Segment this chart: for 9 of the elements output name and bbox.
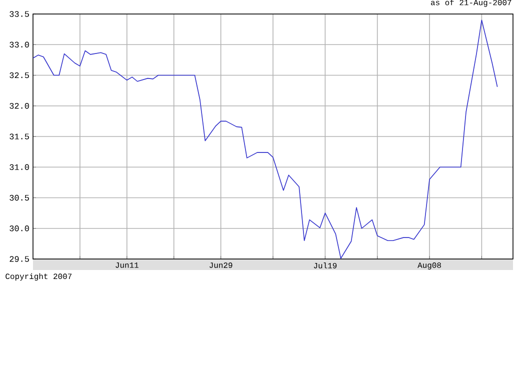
- y-tick-label: 32.0: [10, 102, 29, 109]
- y-tick-label: 33.5: [10, 11, 29, 17]
- y-tick-label: 32.5: [10, 72, 29, 78]
- y-tick-label: 29.5: [10, 256, 29, 262]
- y-tick-label: 31.5: [10, 134, 29, 140]
- y-tick-label: 33.0: [10, 42, 29, 48]
- y-tick-label: 30.0: [10, 225, 29, 232]
- y-tick-label: 30.5: [10, 194, 29, 201]
- y-tick-label: 31.0: [10, 164, 29, 170]
